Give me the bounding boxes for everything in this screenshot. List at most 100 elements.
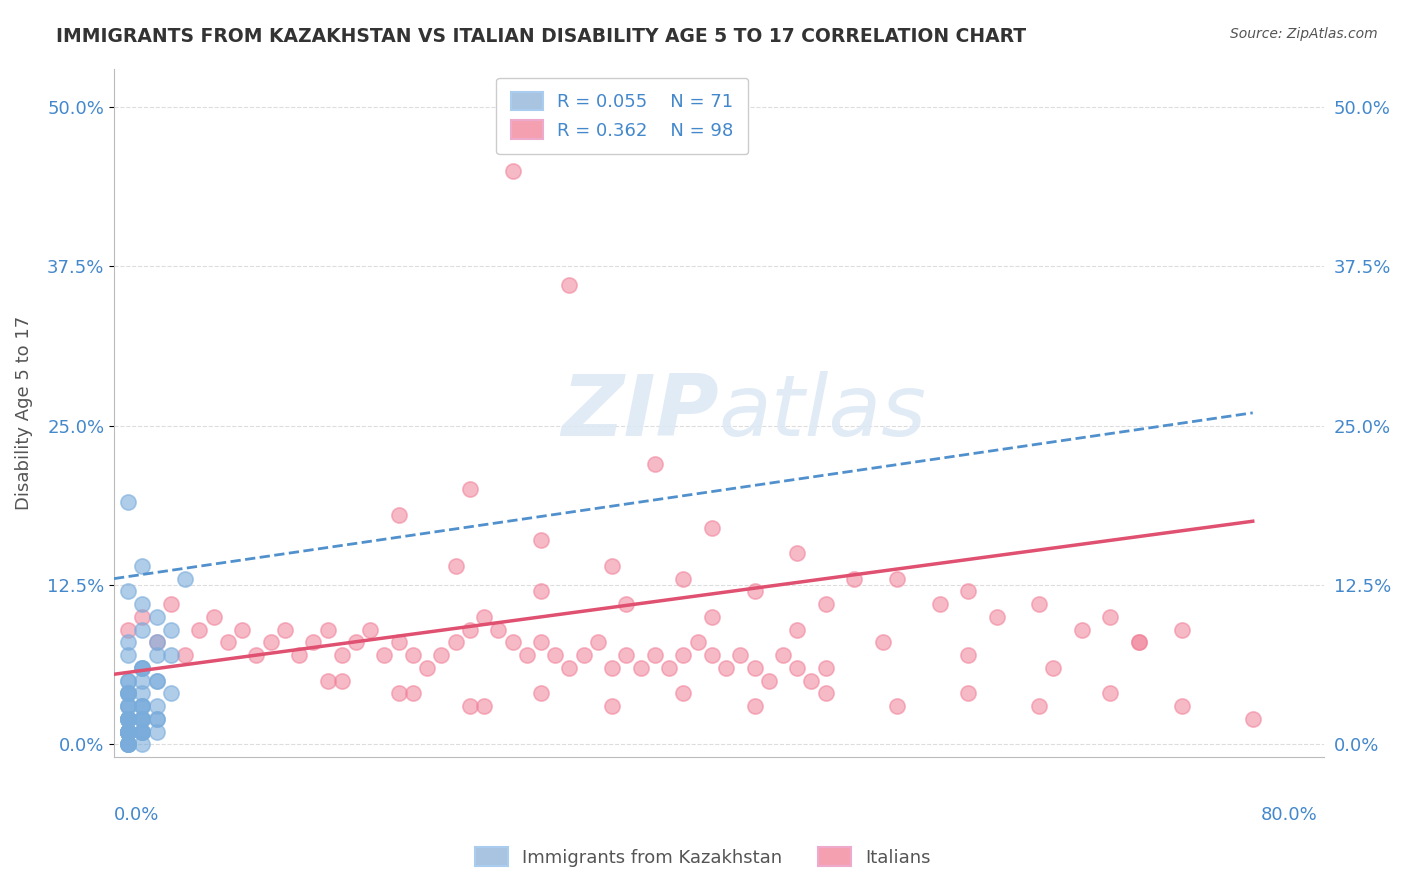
Point <box>458 623 481 637</box>
Point <box>630 661 652 675</box>
Point <box>117 686 139 700</box>
Point <box>117 686 139 700</box>
Point <box>986 610 1008 624</box>
Point <box>117 635 139 649</box>
Point <box>288 648 311 662</box>
Point <box>117 673 139 688</box>
Point <box>1128 635 1150 649</box>
Point <box>117 724 139 739</box>
Point <box>131 724 153 739</box>
Point <box>572 648 595 662</box>
Point <box>174 572 197 586</box>
Point <box>957 648 980 662</box>
Point <box>486 623 509 637</box>
Point <box>530 635 553 649</box>
Point <box>117 686 139 700</box>
Point <box>786 623 808 637</box>
Point <box>786 546 808 560</box>
Point <box>117 623 139 637</box>
Point <box>700 610 723 624</box>
Point <box>131 724 153 739</box>
Point <box>658 661 681 675</box>
Point <box>131 724 153 739</box>
Point <box>800 673 823 688</box>
Point <box>117 712 139 726</box>
Point <box>644 648 666 662</box>
Point <box>117 738 139 752</box>
Point <box>700 648 723 662</box>
Point <box>117 724 139 739</box>
Point <box>160 686 183 700</box>
Point <box>117 724 139 739</box>
Point <box>558 278 581 293</box>
Point <box>217 635 239 649</box>
Point <box>388 635 411 649</box>
Point <box>117 699 139 714</box>
Point <box>1170 623 1192 637</box>
Point <box>558 661 581 675</box>
Point <box>131 724 153 739</box>
Point <box>131 738 153 752</box>
Point <box>957 584 980 599</box>
Point <box>530 533 553 548</box>
Point <box>373 648 395 662</box>
Point <box>444 558 467 573</box>
Point <box>1071 623 1094 637</box>
Text: ZIP: ZIP <box>561 371 718 454</box>
Point <box>744 584 766 599</box>
Point <box>117 648 139 662</box>
Point <box>458 699 481 714</box>
Point <box>131 673 153 688</box>
Point <box>145 699 167 714</box>
Point <box>131 623 153 637</box>
Point <box>416 661 439 675</box>
Point <box>117 724 139 739</box>
Text: 0.0%: 0.0% <box>114 805 159 823</box>
Text: Source: ZipAtlas.com: Source: ZipAtlas.com <box>1230 27 1378 41</box>
Point <box>814 661 837 675</box>
Point <box>714 661 737 675</box>
Point <box>530 686 553 700</box>
Point <box>145 712 167 726</box>
Point <box>117 724 139 739</box>
Point <box>117 699 139 714</box>
Point <box>672 572 695 586</box>
Point <box>316 623 339 637</box>
Point <box>145 635 167 649</box>
Point <box>117 712 139 726</box>
Point <box>160 597 183 611</box>
Point <box>786 661 808 675</box>
Point <box>1128 635 1150 649</box>
Point <box>117 738 139 752</box>
Point <box>928 597 950 611</box>
Point <box>686 635 709 649</box>
Point <box>544 648 567 662</box>
Point <box>231 623 253 637</box>
Point <box>672 648 695 662</box>
Point <box>616 597 638 611</box>
Point <box>744 661 766 675</box>
Point <box>117 712 139 726</box>
Point <box>117 738 139 752</box>
Point <box>600 661 623 675</box>
Point <box>117 724 139 739</box>
Point <box>117 584 139 599</box>
Point <box>402 686 425 700</box>
Point <box>131 699 153 714</box>
Point <box>131 610 153 624</box>
Point <box>117 686 139 700</box>
Point <box>886 699 908 714</box>
Point <box>131 712 153 726</box>
Point <box>117 724 139 739</box>
Point <box>117 712 139 726</box>
Point <box>502 635 524 649</box>
Point <box>202 610 225 624</box>
Point <box>274 623 297 637</box>
Point <box>616 648 638 662</box>
Point <box>131 661 153 675</box>
Point <box>117 724 139 739</box>
Point <box>145 635 167 649</box>
Point <box>586 635 609 649</box>
Point <box>402 648 425 662</box>
Point <box>758 673 780 688</box>
